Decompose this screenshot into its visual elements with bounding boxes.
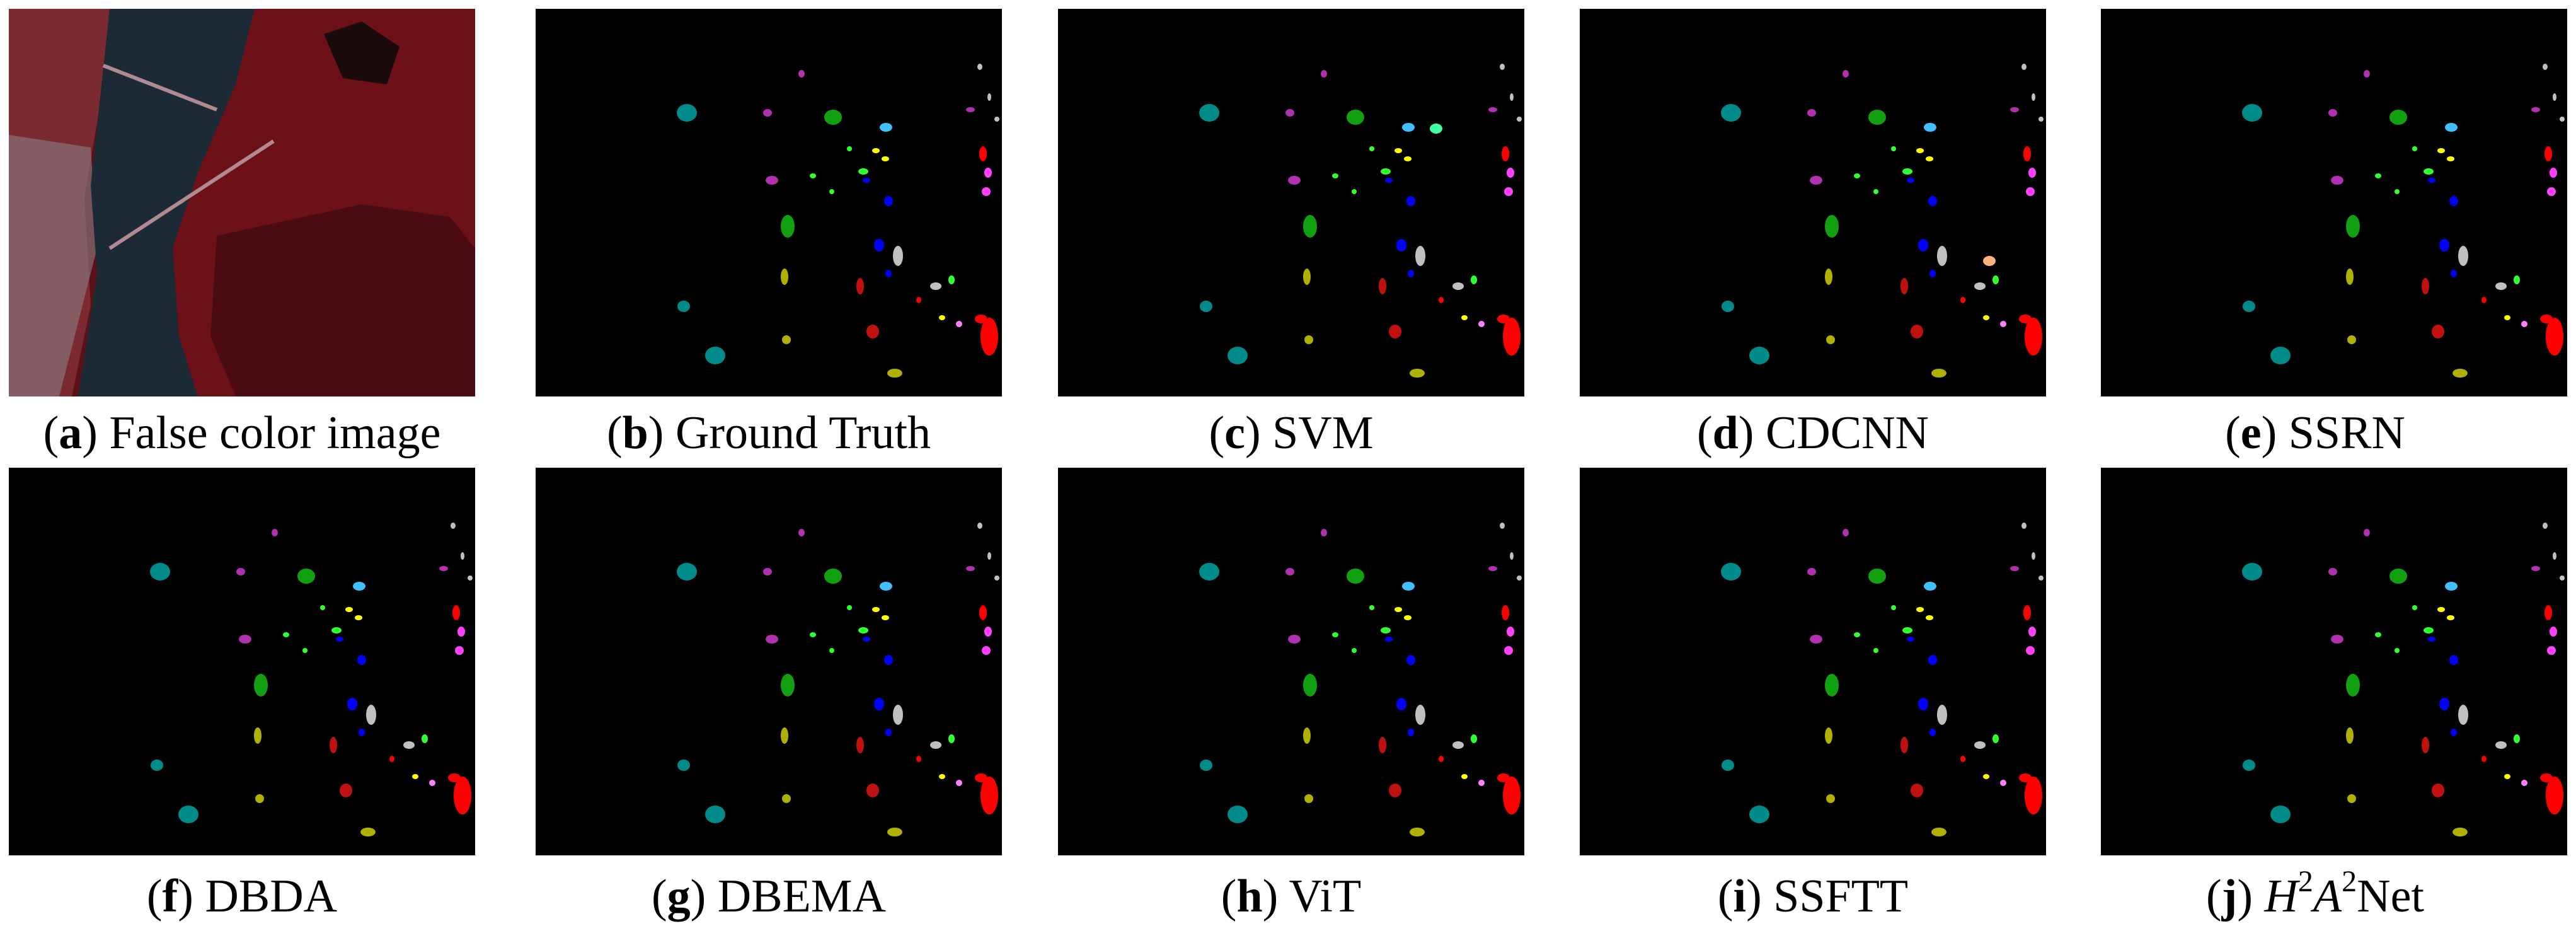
vit-map xyxy=(1199,523,1522,836)
panel-h-map xyxy=(1058,468,1524,855)
caption-i: (i) SSFTT xyxy=(1717,870,1909,922)
caption-d: (d) CDCNN xyxy=(1696,407,1929,459)
caption-j: (j) H2A2Net xyxy=(2206,865,2424,922)
caption-c: (c) SVM xyxy=(1209,407,1374,459)
panel-f-map xyxy=(9,468,475,855)
panel-i-map xyxy=(1580,468,2046,855)
caption-h: (h) ViT xyxy=(1221,870,1362,922)
svm-map xyxy=(1199,64,1522,378)
panel-g-map xyxy=(536,468,1002,855)
dbda-map xyxy=(150,523,473,836)
cdcnn-map xyxy=(1721,64,2044,378)
ground-truth-map xyxy=(677,64,999,378)
panel-a-image xyxy=(9,9,475,396)
panel-d-map xyxy=(1580,9,2046,396)
caption-e: (e) SSRN xyxy=(2225,407,2405,459)
h2a2net-map xyxy=(2242,523,2565,836)
caption-g: (g) DBEMA xyxy=(651,870,887,922)
ssftt-map xyxy=(1721,523,2044,836)
panel-e-map xyxy=(2101,9,2567,396)
panel-c-map xyxy=(1058,9,1524,396)
panel-j-map xyxy=(2101,468,2567,855)
false-color-image xyxy=(9,9,475,396)
caption-f: (f) DBDA xyxy=(146,870,338,922)
ssrn-map xyxy=(2242,64,2565,378)
caption-a: (a) False color image xyxy=(43,407,441,459)
panel-b-map xyxy=(536,9,1002,396)
dbema-map xyxy=(677,523,999,836)
caption-b: (b) Ground Truth xyxy=(606,407,931,459)
